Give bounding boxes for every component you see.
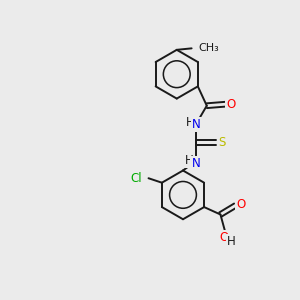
Text: N: N <box>191 157 200 169</box>
Text: H: H <box>184 154 193 167</box>
Text: N: N <box>192 118 201 131</box>
Text: O: O <box>226 98 235 111</box>
Text: CH₃: CH₃ <box>198 44 219 53</box>
Text: S: S <box>218 136 225 149</box>
Text: O: O <box>220 231 229 244</box>
Text: H: H <box>227 235 236 248</box>
Text: H: H <box>185 116 194 129</box>
Text: O: O <box>236 198 245 211</box>
Text: Cl: Cl <box>130 172 142 185</box>
